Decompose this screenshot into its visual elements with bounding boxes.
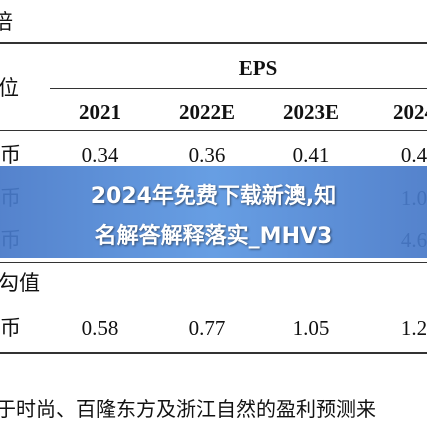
row-label: 勾值: [0, 271, 40, 295]
cell: 0.34: [81, 143, 119, 167]
cell: 0.41: [292, 143, 330, 167]
cell: 1.2: [400, 316, 427, 340]
column-header: 2021: [79, 100, 121, 124]
column-header: 2022E: [178, 100, 236, 124]
header-rule: [0, 130, 427, 131]
row-label: 币: [0, 316, 21, 340]
group-header: EPS: [238, 56, 278, 80]
cell: 0.36: [188, 143, 226, 167]
banner-line: 名解答解释落实_MHV3: [94, 224, 333, 249]
column-header: 2023E: [282, 100, 340, 124]
mean-rule: [0, 262, 427, 263]
unit: 位: [0, 76, 19, 100]
banner: 2024年免费下载新澳,知 名解答解释落实_MHV3: [0, 166, 427, 258]
top-rule: [0, 42, 427, 44]
footer-text: 于时尚、百隆东方及浙江自然的盈利预测来: [0, 399, 376, 421]
corner: 倍: [0, 10, 13, 34]
bottom-rule: [0, 352, 427, 354]
row-label: 币: [0, 143, 21, 167]
cell: 0.77: [188, 316, 226, 340]
cell: 1.05: [292, 316, 330, 340]
column-header: 2024: [393, 100, 427, 124]
cell: 0.4: [400, 143, 427, 167]
cell: 0.58: [81, 316, 119, 340]
banner-line: 2024年免费下载新澳,知: [90, 184, 337, 209]
group-rule: [50, 88, 427, 89]
